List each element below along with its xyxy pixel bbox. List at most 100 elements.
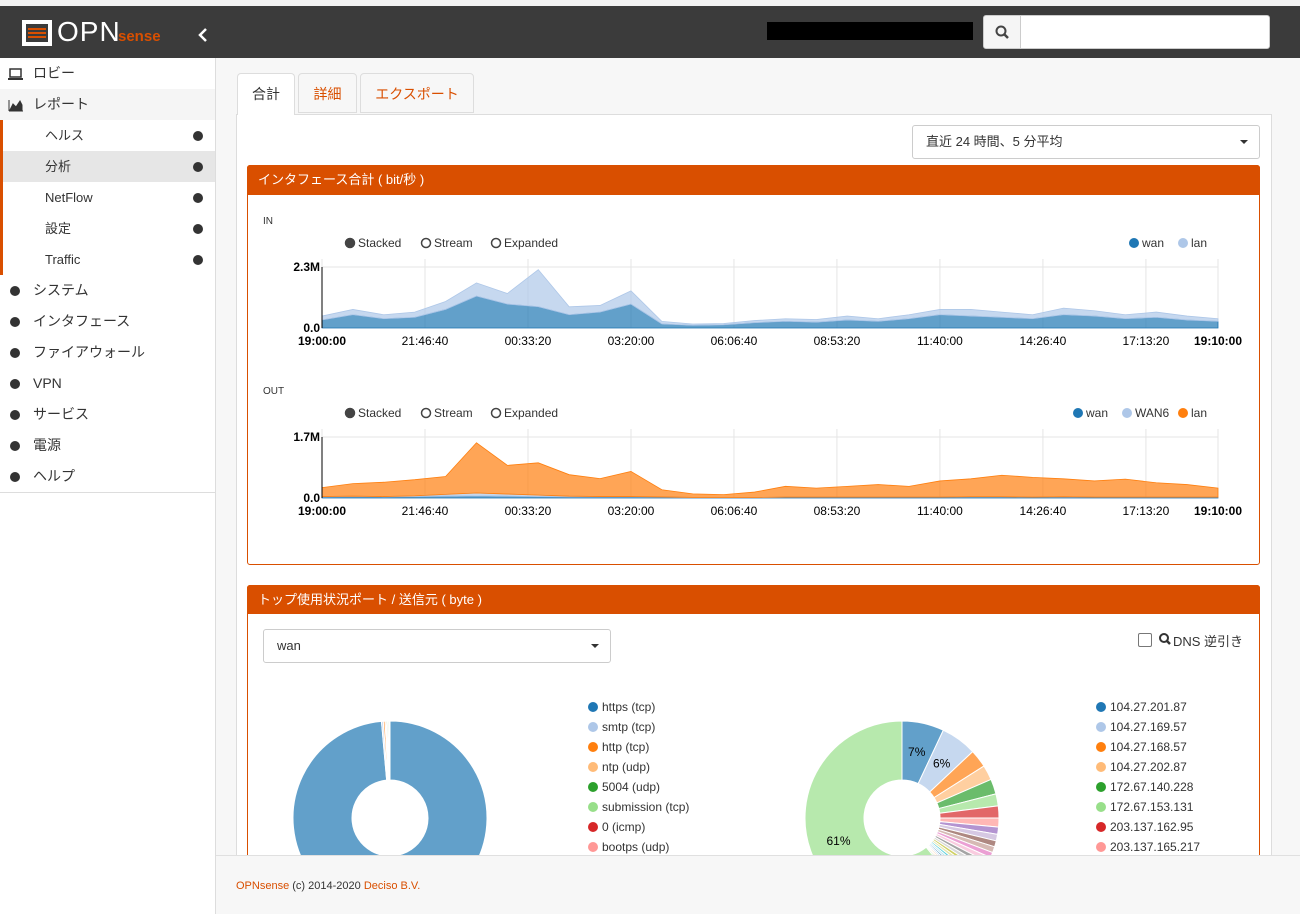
menu-label: システム [33, 282, 89, 298]
control-radio[interactable] [344, 237, 356, 249]
legend-label: 203.137.162.95 [1110, 820, 1194, 834]
search-input[interactable] [1020, 15, 1270, 49]
control-radio[interactable] [420, 407, 432, 419]
menu-item[interactable]: ファイアウォール [0, 337, 215, 368]
legend-label: 0 (icmp) [602, 820, 645, 834]
y-tick-label: 0.0 [303, 491, 320, 505]
menu-item[interactable]: 電源 [0, 430, 215, 461]
submenu-item[interactable]: NetFlow [0, 182, 215, 213]
control-label: Expanded [504, 236, 558, 250]
control-label: Stacked [358, 236, 401, 250]
x-tick-label: 21:46:40 [402, 504, 449, 518]
legend-marker [1073, 408, 1083, 418]
menu-label: サービス [33, 406, 89, 422]
navbar: OPN sense [0, 6, 1300, 58]
search-button[interactable] [983, 15, 1021, 49]
footer-link[interactable]: OPNsense [236, 880, 290, 892]
tab[interactable]: 合計 [237, 73, 295, 115]
legend-marker [1096, 822, 1106, 832]
sidebar-divider [0, 492, 215, 493]
footer: OPNsense (c) 2014-2020 Deciso B.V. [216, 855, 1300, 914]
submenu-item[interactable]: ヘルス [0, 120, 215, 151]
value-label: 6% [933, 756, 951, 770]
menu-label: Traffic [45, 252, 81, 267]
control-label: Expanded [504, 406, 558, 420]
menu-icon [10, 410, 20, 420]
footer-link[interactable]: Deciso B.V. [363, 880, 421, 892]
menu-icon [193, 162, 203, 172]
x-tick-label: 06:06:40 [711, 334, 758, 348]
x-tick-label: 06:06:40 [711, 504, 758, 518]
icon-part [193, 255, 203, 265]
interface-select[interactable]: wan [263, 629, 611, 663]
menu-item[interactable]: システム [0, 275, 215, 306]
submenu-item[interactable]: Traffic [0, 244, 215, 275]
menu-item[interactable]: インタフェース [0, 306, 215, 337]
collapse-button[interactable] [196, 26, 210, 44]
menu-icon [10, 441, 20, 451]
y-tick-label: 1.7M [293, 430, 320, 444]
submenu-item[interactable]: 設定 [0, 213, 215, 244]
control-radio[interactable] [344, 407, 356, 419]
menu-item[interactable]: レポート [0, 89, 215, 120]
menu-icon [8, 100, 23, 112]
legend-label: bootps (udp) [602, 840, 669, 854]
sidebar: ロビー レポートヘルス分析 NetFlow 設定 Traffic システムインタフェースフ… [0, 58, 216, 914]
control-radio[interactable] [490, 407, 502, 419]
control-label: Stream [434, 236, 473, 250]
pie-slice [388, 720, 391, 781]
x-tick-label: 03:20:00 [608, 334, 655, 348]
legend-label: smtp (tcp) [602, 720, 655, 734]
icon-part [10, 317, 20, 327]
tab[interactable]: エクスポート [360, 73, 474, 113]
legend-marker [1096, 802, 1106, 812]
x-tick-label: 19:10:00 [1194, 334, 1242, 348]
icon-part [193, 131, 203, 141]
tab[interactable]: 詳細 [298, 73, 357, 113]
menu-icon [10, 317, 20, 327]
dns-label: DNS 逆引き [1173, 634, 1244, 649]
legend-label: 104.27.169.57 [1110, 720, 1187, 734]
period-select[interactable]: 直近 24 時間、5 分平均 [912, 125, 1260, 159]
legend-marker [588, 742, 598, 752]
legend-marker [1178, 408, 1188, 418]
menu-item[interactable]: ロビー [0, 58, 215, 89]
menu-item[interactable]: ヘルプ [0, 461, 215, 492]
x-tick-label: 19:10:00 [1194, 504, 1242, 518]
menu-item[interactable]: VPN [0, 368, 215, 399]
x-tick-label: 11:40:00 [917, 334, 963, 348]
legend-marker [1096, 722, 1106, 732]
x-tick-label: 11:40:00 [917, 504, 963, 518]
menu-label: ヘルス [45, 128, 85, 143]
icon-part [193, 162, 203, 172]
icon-part [8, 100, 23, 112]
x-tick-label: 08:53:20 [814, 504, 861, 518]
x-tick-label: 17:13:20 [1123, 334, 1170, 348]
control-label: Stacked [358, 406, 401, 420]
legend-label: lan [1191, 406, 1207, 420]
control-radio[interactable] [490, 237, 502, 249]
menu-icon [10, 472, 20, 482]
menu-item[interactable]: サービス [0, 399, 215, 430]
legend-marker [588, 822, 598, 832]
control-label: Stream [434, 406, 473, 420]
x-tick-label: 14:26:40 [1020, 504, 1067, 518]
x-tick-label: 17:13:20 [1123, 504, 1170, 518]
legend-label: wan [1141, 236, 1164, 250]
icon-part [193, 224, 203, 234]
control-radio[interactable] [420, 237, 432, 249]
dns-checkbox[interactable] [1138, 633, 1152, 647]
submenu-item[interactable]: 分析 [0, 151, 215, 182]
menu-icon [10, 348, 20, 358]
menu-label: NetFlow [45, 190, 93, 205]
area [321, 442, 1219, 498]
legend-label: lan [1191, 236, 1207, 250]
icon-part [10, 410, 20, 420]
menu-label: ファイアウォール [33, 344, 145, 360]
icon-part [10, 472, 20, 482]
legend-marker [588, 762, 598, 772]
chart-label: OUT [263, 386, 284, 397]
x-tick-label: 00:33:20 [505, 504, 552, 518]
legend-label: ntp (udp) [602, 760, 650, 774]
